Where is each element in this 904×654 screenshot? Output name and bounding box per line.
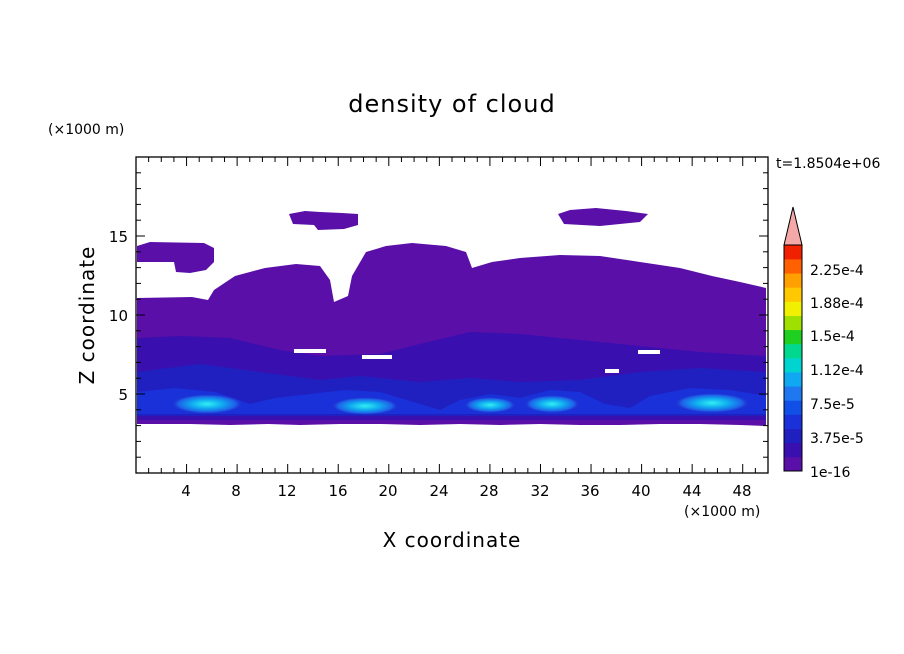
x-tick-label: 48 (732, 482, 751, 500)
cloud-density-field (137, 208, 766, 426)
x-tick-label: 32 (530, 482, 549, 500)
colorbar-segment (784, 414, 802, 429)
colorbar-segment (784, 386, 802, 401)
x-tick-label: 44 (682, 482, 701, 500)
colorbar-label: 1e-16 (810, 465, 850, 481)
gap-2 (638, 350, 660, 354)
colorbar-label: 1.88e-4 (810, 296, 864, 312)
colorbar-frame (783, 244, 803, 472)
colorbar-segment (784, 372, 802, 387)
x-tick-label: 12 (277, 482, 296, 500)
colorbar: 2.25e-4 1.88e-4 1.5e-4 1.12e-4 7.5e-5 3.… (783, 206, 864, 481)
contour-patch-top-left (289, 211, 358, 230)
density-core-5 (674, 393, 750, 413)
x-tick-label: 28 (479, 482, 498, 500)
contour-level-3 (137, 388, 766, 414)
gap-1 (362, 355, 392, 359)
colorbar-labels: 2.25e-4 1.88e-4 1.5e-4 1.12e-4 7.5e-5 3.… (810, 263, 864, 481)
x-axis-label: X coordinate (383, 528, 522, 552)
chart-title: density of cloud (348, 90, 555, 118)
contour-patch-top-right (558, 208, 648, 226)
colorbar-segment (784, 301, 802, 316)
colorbar-segment (784, 428, 802, 444)
colorbar-segment (784, 329, 802, 345)
x-tick-label: 8 (231, 482, 241, 500)
density-core-4 (524, 395, 580, 413)
colorbar-segment (784, 400, 802, 415)
colorbar-label: 7.5e-5 (810, 397, 855, 413)
x-tick-marks (148, 157, 756, 473)
colorbar-segment (784, 456, 802, 472)
colorbar-label: 3.75e-5 (810, 431, 864, 447)
colorbar-label: 2.25e-4 (810, 263, 864, 279)
colorbar-segment (784, 245, 802, 260)
x-unit-label: (×1000 m) (684, 504, 760, 520)
x-tick-label: 16 (328, 482, 347, 500)
density-core-3 (464, 397, 516, 413)
x-tick-label: 20 (378, 482, 397, 500)
colorbar-segment (784, 259, 802, 274)
x-tick-label: 4 (181, 482, 191, 500)
colorbar-segment (784, 442, 802, 458)
colorbar-label: 1.5e-4 (810, 329, 855, 345)
colorbar-segment (784, 343, 802, 359)
gap-3 (605, 369, 619, 373)
y-tick-label: 10 (109, 307, 128, 325)
x-tick-label: 36 (580, 482, 599, 500)
colorbar-label: 1.12e-4 (810, 363, 864, 379)
y-tick-marks (136, 172, 768, 458)
colorbar-segment (784, 358, 802, 373)
y-tick-label: 5 (118, 386, 128, 404)
gap-4 (294, 349, 326, 353)
time-label: t=1.8504e+06 (776, 156, 880, 172)
colorbar-segment (784, 273, 802, 288)
x-tick-label: 40 (631, 482, 650, 500)
y-axis-label: Z coordinate (75, 246, 99, 385)
colorbar-segment (784, 287, 802, 302)
density-core-2 (331, 397, 399, 415)
y-tick-labels: 5 10 15 (109, 228, 128, 404)
y-tick-label: 15 (109, 228, 128, 246)
density-core-1 (171, 394, 243, 414)
x-tick-label: 24 (429, 482, 448, 500)
colorbar-segments (784, 245, 802, 472)
colorbar-extend-arrow (783, 206, 803, 246)
x-tick-labels: 4 8 12 16 20 24 28 32 36 40 44 48 (181, 482, 751, 500)
contour-patch-upper-left (137, 242, 214, 273)
colorbar-segment (784, 315, 802, 331)
y-unit-label: (×1000 m) (48, 122, 124, 138)
